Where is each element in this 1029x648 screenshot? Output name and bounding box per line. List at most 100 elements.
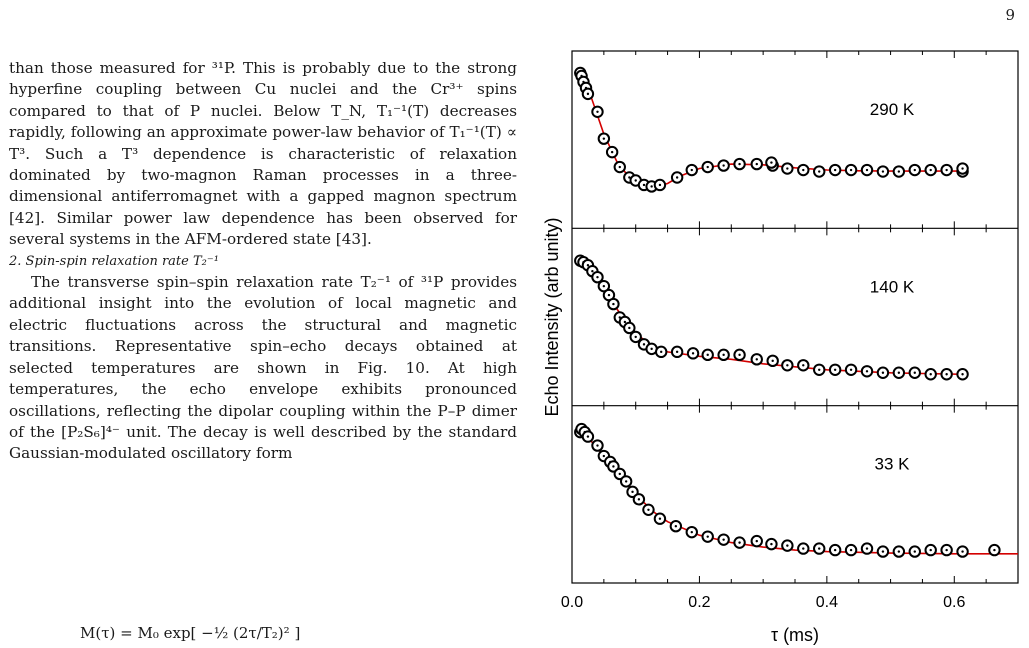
- panel-290k: 290 K: [571, 51, 1019, 229]
- data-point-center: [929, 373, 932, 376]
- data-point-center: [586, 92, 590, 96]
- data-point-center: [961, 167, 964, 170]
- data-point-center: [993, 548, 996, 552]
- data-point-center: [675, 176, 679, 179]
- data-point-center: [913, 550, 916, 553]
- data-point-center: [897, 550, 901, 553]
- data-point-center: [642, 343, 646, 346]
- data-point-center: [913, 371, 916, 374]
- data-point-center: [690, 530, 693, 534]
- data-point-center: [945, 168, 948, 172]
- paragraph-2: The transverse spin–spin relaxation rate…: [9, 273, 517, 463]
- data-point-center: [786, 364, 789, 367]
- data-point-center: [833, 368, 837, 371]
- data-point-center: [849, 548, 853, 552]
- data-point-center: [674, 525, 678, 528]
- temperature-label: 290 K: [870, 100, 915, 119]
- x-axis-label: τ (ms): [771, 625, 819, 645]
- data-point-center: [818, 368, 821, 371]
- data-point-center: [647, 508, 650, 511]
- data-point-center: [618, 472, 621, 476]
- data-point-center: [833, 548, 837, 552]
- panel-33k: 33 K: [571, 405, 1019, 583]
- x-tick-label: 0.4: [816, 594, 838, 611]
- data-point-center: [642, 183, 646, 187]
- data-point-center: [706, 353, 709, 357]
- data-point-center: [628, 326, 631, 330]
- data-point-center: [818, 170, 821, 173]
- x-tick-label: 0.0: [561, 594, 583, 611]
- data-point-center: [881, 170, 885, 173]
- equation-text: M(τ) = M₀ exp[ −½ (2τ/T₂)² ]: [80, 624, 301, 642]
- data-point-center: [624, 480, 628, 483]
- data-point-center: [755, 539, 758, 543]
- data-point-center: [865, 168, 869, 172]
- echo-decay-chart: 290 K 140 K 33 K 0.0 0.2 0.4 0.6 τ (ms) Echo Int…: [542, 50, 1019, 645]
- data-point-center: [690, 168, 693, 172]
- data-point-center: [634, 335, 637, 339]
- data-point-center: [610, 150, 614, 154]
- temperature-label: 33 K: [875, 455, 911, 474]
- data-point-center: [596, 275, 599, 279]
- y-axis-label: Echo Intensity (arb unity): [542, 217, 562, 416]
- section-heading: 2. Spin-spin relaxation rate T₂⁻¹: [9, 253, 219, 269]
- data-point-center: [945, 548, 948, 552]
- data-point-center: [786, 544, 789, 547]
- data-point-center: [897, 170, 901, 173]
- data-point-center: [650, 347, 653, 351]
- data-point-center: [913, 168, 916, 172]
- data-point-center: [628, 176, 631, 179]
- temperature-label: 140 K: [870, 277, 915, 296]
- x-tick-label: 0.2: [688, 594, 710, 611]
- data-point-center: [881, 550, 885, 553]
- data-point-center: [706, 165, 709, 169]
- data-point-center: [961, 373, 964, 376]
- data-point-center: [738, 541, 741, 544]
- data-point-center: [612, 302, 615, 306]
- data-point-center: [602, 137, 606, 140]
- data-point-center: [945, 373, 948, 376]
- data-point-center: [691, 352, 695, 355]
- data-point-center: [802, 547, 805, 550]
- data-point-center: [881, 371, 885, 374]
- data-point-center: [658, 183, 662, 187]
- x-tick-label: 0.6: [943, 594, 965, 611]
- data-point-center: [865, 547, 869, 550]
- data-point-center: [849, 368, 853, 371]
- data-point-center: [722, 164, 725, 167]
- data-point-center: [818, 547, 821, 550]
- data-point-center: [591, 270, 594, 273]
- body-text: than those measured for ³¹P. This is pro…: [9, 58, 517, 465]
- data-point-center: [755, 358, 758, 361]
- data-point-center: [770, 542, 773, 546]
- data-point-center: [596, 110, 599, 113]
- data-point-center: [897, 371, 901, 374]
- data-point-center: [675, 350, 679, 354]
- data-point-center: [634, 179, 637, 182]
- page-number: 9: [1005, 6, 1015, 24]
- data-point-center: [738, 162, 741, 166]
- data-point-center: [623, 320, 627, 324]
- panel-140k: 140 K: [571, 227, 1019, 406]
- data-point-center: [650, 185, 653, 188]
- data-point-center: [786, 167, 789, 170]
- data-point-center: [755, 162, 758, 166]
- data-point-center: [660, 350, 663, 354]
- data-point-center: [658, 517, 662, 520]
- data-point-center: [722, 538, 725, 541]
- data-point-center: [596, 444, 599, 447]
- data-point-center: [612, 465, 615, 468]
- data-point-center: [722, 353, 725, 357]
- data-point-center: [631, 490, 634, 494]
- fit-curve: [577, 428, 1018, 555]
- data-point-center: [618, 165, 621, 169]
- data-point-center: [602, 284, 606, 288]
- equation-fragment: M(τ) = M₀ exp[ −½ (2τ/T₂)² ]: [10, 614, 518, 648]
- data-point-center: [802, 364, 805, 367]
- data-point-center: [706, 535, 709, 538]
- data-point-center: [602, 454, 606, 458]
- data-point-center: [849, 168, 853, 172]
- data-point-center: [865, 370, 869, 373]
- data-point-center: [637, 498, 641, 501]
- figure-echo-decay: 290 K 140 K 33 K 0.0 0.2 0.4 0.6 τ (ms) Echo Int…: [530, 48, 1029, 647]
